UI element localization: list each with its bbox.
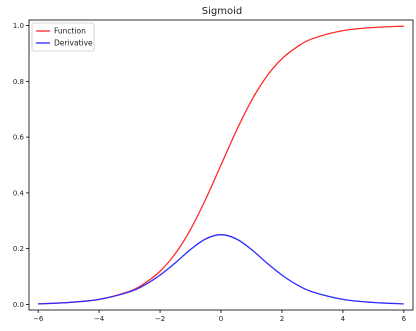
y-tick-label: 0.0 [13, 301, 24, 309]
legend-box [31, 22, 95, 52]
legend-label: Derivative [54, 39, 93, 48]
x-tick-label: 2 [280, 315, 284, 323]
x-tick-label: 6 [402, 315, 407, 323]
legend-label: Function [54, 27, 86, 36]
x-tick-label: 4 [341, 315, 346, 323]
series-lines [38, 25, 404, 305]
y-tick-label: 1.0 [13, 22, 24, 30]
y-tick-label: 0.8 [13, 78, 24, 86]
legend: Function Derivative [31, 22, 95, 52]
series-line-derivative [38, 234, 404, 305]
x-tick-label: −2 [155, 315, 165, 323]
x-tick-label: 0 [219, 315, 223, 323]
x-tick-label: −4 [94, 315, 105, 323]
x-axis: −6 −4 −2 0 2 4 6 [33, 310, 407, 323]
chart-title: Sigmoid [202, 6, 242, 17]
y-tick-label: 0.4 [13, 189, 25, 197]
x-tick-label: −6 [33, 315, 44, 323]
y-axis: 0.0 0.2 0.4 0.6 0.8 1.0 [13, 22, 29, 309]
series-line-function [38, 25, 404, 305]
y-tick-label: 0.2 [13, 245, 24, 253]
y-tick-label: 0.6 [13, 134, 25, 142]
